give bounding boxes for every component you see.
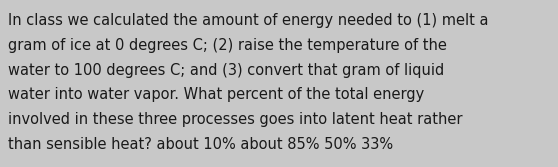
Text: gram of ice at 0 degrees C; (2) raise the temperature of the: gram of ice at 0 degrees C; (2) raise th… [8, 38, 447, 53]
Text: water into water vapor. What percent of the total energy: water into water vapor. What percent of … [8, 88, 424, 103]
Text: water to 100 degrees C; and (3) convert that gram of liquid: water to 100 degrees C; and (3) convert … [8, 63, 444, 78]
Text: than sensible heat? about 10% about 85% 50% 33%: than sensible heat? about 10% about 85% … [8, 137, 393, 152]
Text: In class we calculated the amount of energy needed to (1) melt a: In class we calculated the amount of ene… [8, 13, 488, 28]
Text: involved in these three processes goes into latent heat rather: involved in these three processes goes i… [8, 112, 463, 127]
